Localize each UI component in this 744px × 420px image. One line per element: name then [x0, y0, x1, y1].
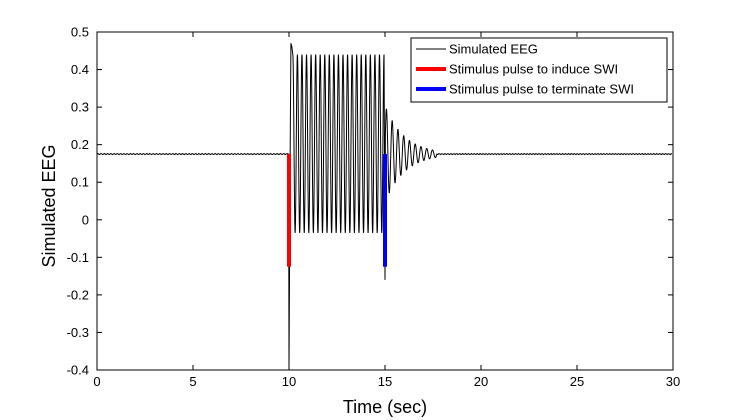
- y-tick-label: 0.5: [71, 25, 89, 40]
- x-tick-label: 30: [666, 374, 680, 389]
- x-tick-label: 5: [189, 374, 196, 389]
- x-axis-label: Time (sec): [343, 397, 427, 417]
- y-tick-label: -0.4: [67, 363, 89, 378]
- y-tick-label: 0.2: [71, 137, 89, 152]
- y-tick-label: -0.3: [67, 325, 89, 340]
- y-tick-label: -0.2: [67, 287, 89, 302]
- x-tick-label: 10: [282, 374, 296, 389]
- y-tick-label: 0.3: [71, 100, 89, 115]
- y-tick-label: -0.1: [67, 250, 89, 265]
- y-tick-label: 0.4: [71, 62, 89, 77]
- legend: Simulated EEG Stimulus pulse to induce S…: [410, 37, 668, 103]
- x-tick-label: 15: [378, 374, 392, 389]
- series-line-simulated-eeg: [96, 43, 673, 371]
- plot-layer: [96, 43, 673, 371]
- y-axis-label: Simulated EEG: [39, 144, 59, 267]
- axes-frame: [96, 31, 674, 371]
- legend-label-eeg: Simulated EEG: [449, 42, 538, 57]
- tick-layer: 0 5 10 15 20 25 30 -0.4 -0.3 -0.2 -0.1 0 0.1 0.2 0.3 0.…: [67, 25, 681, 390]
- y-tick-label: 0: [82, 212, 89, 227]
- x-tick-label: 20: [474, 374, 488, 389]
- y-tick-label: 0.1: [71, 175, 89, 190]
- legend-box: [410, 37, 668, 103]
- legend-label-terminate: Stimulus pulse to terminate SWI: [449, 82, 634, 97]
- legend-label-induce: Stimulus pulse to induce SWI: [449, 62, 618, 77]
- x-tick-label: 25: [570, 374, 584, 389]
- x-tick-label: 0: [93, 374, 100, 389]
